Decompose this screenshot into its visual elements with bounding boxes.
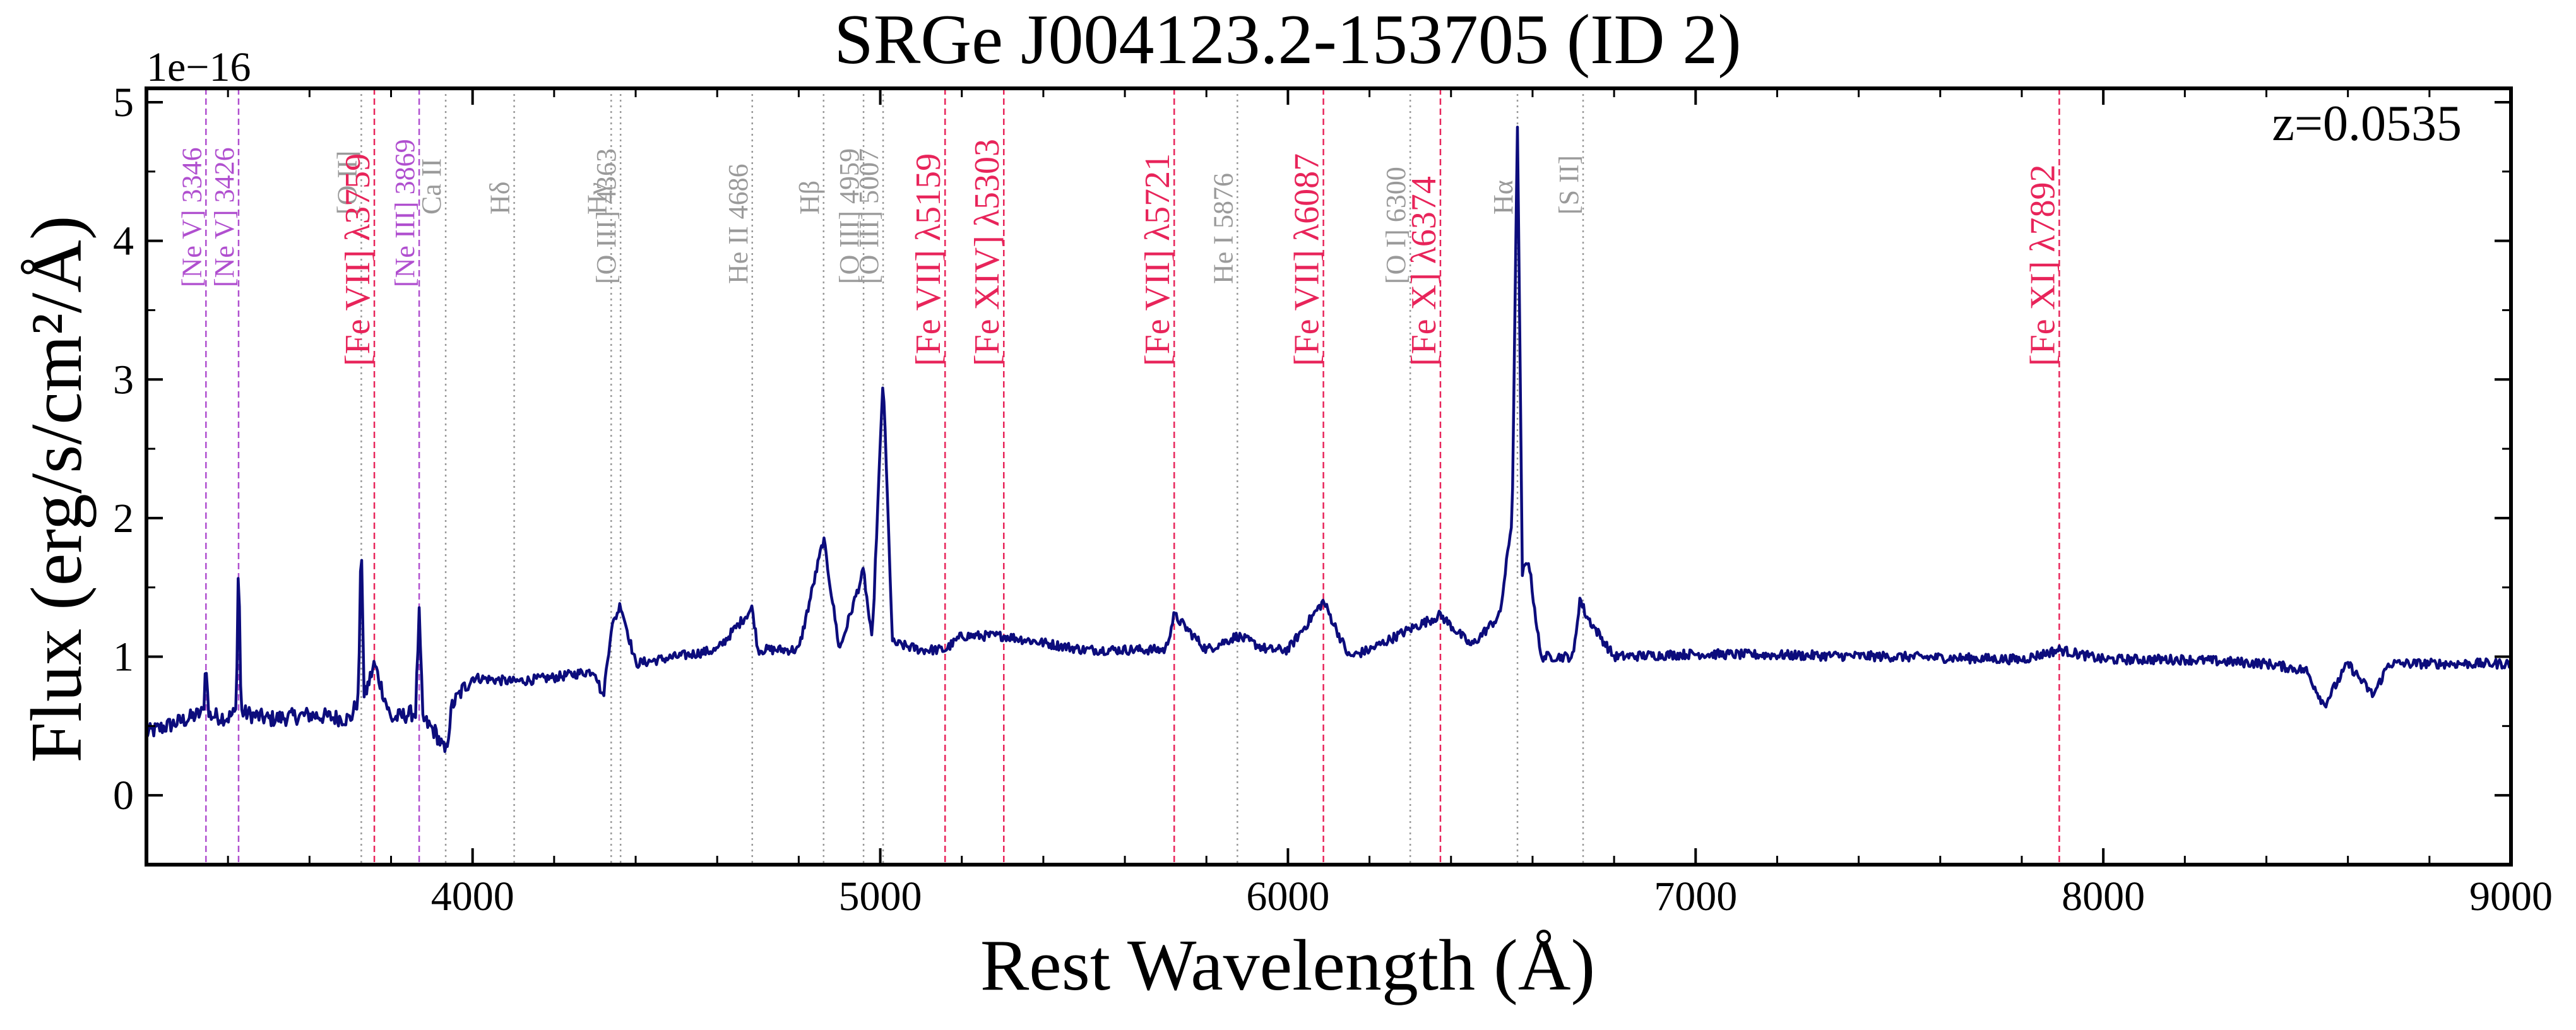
y-tick-label-5: 5	[113, 80, 134, 126]
line-marker-label-12: [O III] 5007	[853, 148, 884, 284]
line-marker-label-10: Hβ	[794, 181, 825, 215]
x-tick-label-3: 7000	[1654, 873, 1737, 920]
y-axis-label: Flux (erg/s/cm²/Å)	[16, 215, 97, 762]
line-marker-label-4: [Ne III] 3869	[389, 139, 420, 287]
y-tick-label-2: 2	[113, 495, 134, 542]
x-tick-label-2: 6000	[1246, 873, 1329, 920]
line-markers	[205, 88, 2060, 865]
x-tick-label-0: 4000	[431, 873, 514, 920]
line-marker-label-11: [O III] 4959	[834, 148, 865, 284]
x-tick-label-4: 8000	[2062, 873, 2145, 920]
line-marker-label-13: [Fe VII] λ5159	[909, 153, 948, 366]
line-marker-label-19: [Fe X] λ6374	[1404, 176, 1444, 366]
line-marker-label-20: Hα	[1488, 180, 1519, 215]
x-tick-label-5: 9000	[2469, 873, 2553, 920]
redshift-annotation: z=0.0535	[2272, 96, 2462, 151]
y-tick-label-3: 3	[113, 357, 134, 403]
y-multiplier: 1e−16	[146, 44, 251, 90]
y-tick-label-4: 4	[113, 218, 134, 264]
line-marker-label-9: He II 4686	[723, 163, 754, 284]
line-marker-label-8: [O III] 4363	[591, 148, 622, 284]
y-tick-label-0: 0	[113, 772, 134, 819]
line-marker-label-2: [O II]	[331, 151, 362, 215]
line-marker-label-22: [Fe XI] λ7892	[2023, 164, 2062, 366]
line-marker-label-21: [S II]	[1553, 155, 1584, 215]
line-marker-label-17: [Fe VII] λ6087	[1288, 153, 1327, 366]
x-axis-label: Rest Wavelength (Å)	[980, 925, 1595, 1006]
axes: 4000 5000 6000 7000 8000 9000 0 1 2 3 4 5	[113, 80, 2553, 920]
line-marker-label-14: [Fe XIV] λ5303	[968, 139, 1007, 366]
plot-frame	[145, 86, 2513, 867]
line-marker-label-15: [Fe VII] λ5721	[1138, 153, 1177, 366]
x-tick-label-1: 5000	[839, 873, 922, 920]
line-marker-label-16: He I 5876	[1208, 173, 1238, 284]
line-marker-labels: [Ne V] 3346 [Ne V] 3426 [O II][Fe VII] λ37…	[176, 139, 2062, 366]
y-tick-label-1: 1	[113, 634, 134, 680]
line-marker-label-18: [O I] 6300	[1380, 167, 1411, 284]
line-marker-label-5: Ca II	[416, 158, 447, 215]
line-marker-label-1: [Ne V] 3426	[209, 147, 240, 287]
chart-title: SRGe J004123.2-153705 (ID 2)	[834, 1, 1741, 79]
spectrum-line	[145, 126, 2512, 754]
line-marker-label-7: Hγ	[581, 182, 612, 215]
line-marker-label-3: [Fe VII] λ3759	[338, 153, 377, 366]
spectrum-layer	[145, 126, 2512, 754]
line-marker-label-6: Hδ	[485, 181, 516, 215]
line-marker-label-0: [Ne V] 3346	[176, 147, 207, 287]
